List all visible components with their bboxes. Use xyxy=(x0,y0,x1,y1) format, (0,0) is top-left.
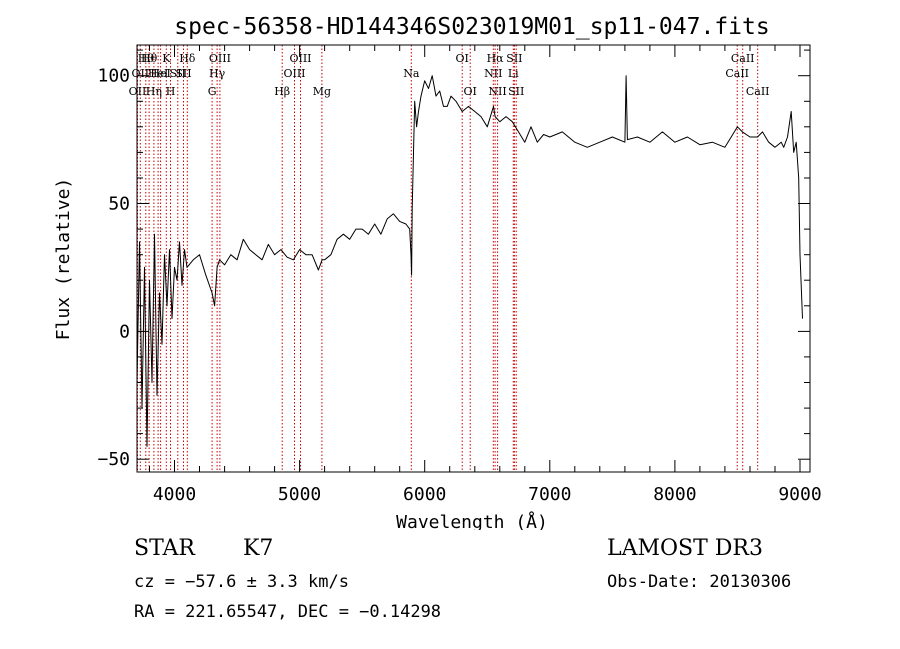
line-label: OI xyxy=(464,85,477,98)
x-axis-label: Wavelength (Å) xyxy=(396,511,548,530)
line-label: Hδ xyxy=(179,52,196,65)
line-label: HeI xyxy=(148,67,168,80)
y-tick-label: 0 xyxy=(119,321,130,342)
line-label: NII xyxy=(488,85,506,98)
line-label: Na xyxy=(403,67,420,80)
spectrum-chart: spec-56358-HD144346S023019M01_sp11-047.f… xyxy=(53,14,822,530)
x-tick-label: 4000 xyxy=(153,484,196,505)
line-label: H xyxy=(166,85,176,98)
y-tick-label: 50 xyxy=(108,194,130,215)
line-label: OIII xyxy=(283,67,305,80)
line-label: CaII xyxy=(731,52,755,65)
line-label: Li xyxy=(508,67,519,80)
line-label: Mg xyxy=(313,85,331,98)
line-label: Hβ xyxy=(274,85,290,98)
line-label: OI xyxy=(456,52,469,65)
emission-line-labels: OIIOIIHθHθHηHeIHeIKHSIISIIHδGHγOIIIHβOII… xyxy=(129,52,770,98)
spectral-subclass: K7 xyxy=(243,536,274,561)
line-label: SII xyxy=(170,67,186,80)
line-label: Hη xyxy=(146,85,162,98)
line-label: Hγ xyxy=(209,67,226,80)
line-label: OIII xyxy=(289,52,311,65)
line-label: OIII xyxy=(209,52,231,65)
y-tick-label: −50 xyxy=(97,449,130,470)
observation-date: Obs-Date: 20130306 xyxy=(607,572,792,592)
x-tick-label: 7000 xyxy=(528,484,571,505)
line-label: SII xyxy=(506,52,522,65)
x-tick-label: 5000 xyxy=(278,484,321,505)
line-label: Hθ xyxy=(141,52,158,65)
line-label: SII xyxy=(175,67,191,80)
line-label: G xyxy=(208,85,217,98)
y-axis: −50 0 50 100 xyxy=(97,49,810,470)
flux-series-line xyxy=(136,75,803,447)
y-axis-label: Flux (relative) xyxy=(53,178,74,341)
x-tick-label: 9000 xyxy=(778,484,821,505)
line-label: OII xyxy=(131,67,149,80)
line-label: HeI xyxy=(150,67,170,80)
x-axis: 4000 5000 6000 7000 8000 9000 xyxy=(149,45,822,505)
coordinates: RA = 221.65547, DEC = −0.14298 xyxy=(134,602,442,622)
x-tick-label: 8000 xyxy=(653,484,696,505)
line-label: SII xyxy=(508,85,524,98)
line-label: NII xyxy=(484,67,502,80)
y-tick-label: 100 xyxy=(97,66,130,87)
emission-line-markers xyxy=(137,45,759,472)
line-label: CaII xyxy=(746,85,770,98)
line-label: CaII xyxy=(725,67,749,80)
x-tick-label: 6000 xyxy=(403,484,446,505)
line-label: K xyxy=(162,52,171,65)
flux-series xyxy=(136,75,803,447)
survey-name: LAMOST DR3 xyxy=(607,536,763,561)
line-label: Hα xyxy=(487,52,505,65)
plot-frame xyxy=(136,44,811,473)
chart-title: spec-56358-HD144346S023019M01_sp11-047.f… xyxy=(174,14,769,40)
object-type: STAR xyxy=(134,536,195,561)
radial-velocity: cz = −57.6 ± 3.3 km/s xyxy=(134,572,349,592)
line-label: Hθ xyxy=(138,52,155,65)
